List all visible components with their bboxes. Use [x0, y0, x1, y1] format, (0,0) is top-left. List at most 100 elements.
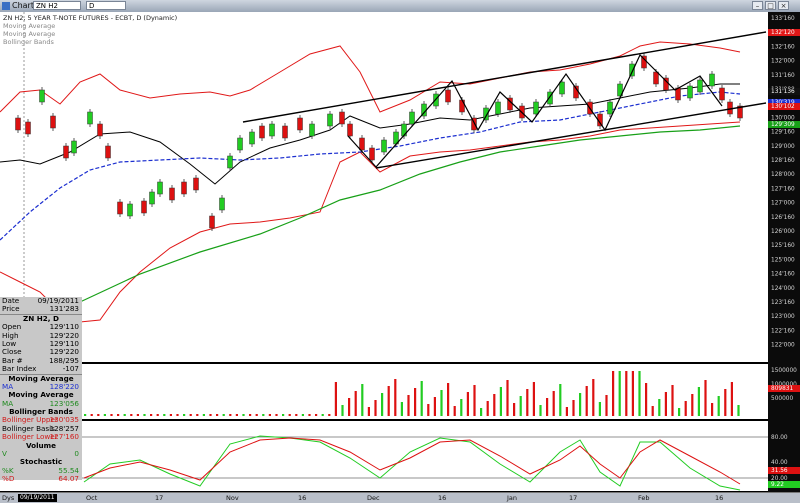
chart-area[interactable]: 133'160133'000132'160132'000131'160131'0… — [0, 12, 800, 492]
price-axis-label: 128'160 — [771, 158, 795, 164]
interval-select[interactable]: D — [86, 1, 126, 10]
volume-bar — [440, 390, 443, 416]
info-symbol-header: ZN H2, D — [0, 314, 82, 324]
volume-bar — [387, 386, 390, 416]
volume-bar — [334, 382, 337, 416]
ma-slow-line — [79, 125, 741, 303]
candle-body — [495, 101, 501, 115]
close-icon[interactable]: × — [778, 1, 789, 10]
candle-body — [559, 81, 565, 95]
volume-bar — [123, 414, 126, 416]
candle-body — [737, 105, 743, 119]
volume-bars — [84, 371, 740, 416]
candle-body — [249, 131, 255, 145]
candle-body — [63, 145, 69, 159]
candle-body — [71, 140, 77, 154]
candles — [15, 53, 743, 231]
volume-bar — [447, 383, 450, 416]
maximize-icon[interactable]: □ — [765, 1, 776, 10]
volume-bar — [651, 406, 654, 416]
volume-bar — [136, 414, 139, 416]
volume-tag-bg — [768, 385, 800, 392]
volume-bar — [678, 408, 681, 416]
price-axis-label: 125'160 — [771, 243, 795, 249]
info-close-row: Close 129'220 — [2, 348, 79, 357]
price-axis-label: 124'000 — [771, 286, 795, 292]
candle-body — [533, 101, 539, 115]
volume-axis-label: 1500000 — [771, 368, 797, 374]
minimize-icon[interactable]: – — [752, 1, 763, 10]
chart-title: ZN H2, 5 YEAR T-NOTE FUTURES - ECBT, D (… — [3, 14, 177, 22]
volume-bar — [275, 414, 278, 416]
candle-body — [127, 203, 133, 217]
candle-body — [409, 111, 415, 125]
wave-zigzag-line — [347, 53, 723, 168]
volume-bar — [605, 395, 608, 416]
legend-bb: Bollinger Bands — [3, 38, 55, 46]
volume-bar — [691, 394, 694, 416]
info-ma2-row: MA 123'056 — [2, 399, 79, 408]
price-axis[interactable] — [768, 12, 800, 492]
data-window: Date 09/19/2011 Price 131'283 ZN H2, D Ope… — [0, 297, 82, 484]
price-tag-bg — [768, 121, 800, 128]
volume-bar — [631, 371, 634, 416]
price-tag-label: 132'120 — [771, 30, 795, 36]
volume-bar — [664, 392, 667, 416]
volume-bar — [407, 395, 410, 416]
volume-bar — [671, 385, 674, 416]
volume-bar — [552, 391, 555, 416]
ma-fast-line — [0, 91, 741, 241]
time-axis[interactable]: Dys 09/19/2011 Oct 17 Nov 16 Dec 16 Jan 17 Feb 16 — [0, 492, 800, 503]
volume-bar — [169, 414, 172, 416]
volume-bar — [579, 393, 582, 416]
symbol-input[interactable]: ZN H2 — [33, 1, 81, 10]
volume-bar — [711, 403, 714, 416]
volume-bar — [480, 408, 483, 416]
date-label: Jan — [507, 494, 518, 502]
price-tag-bg — [768, 88, 800, 95]
bollinger-upper-line — [0, 41, 741, 113]
info-ma1-header: Moving Average — [0, 374, 82, 383]
candle-body — [459, 99, 465, 113]
channel-upper-line — [242, 31, 767, 123]
volume-bar — [625, 371, 628, 416]
trend-channel — [242, 31, 767, 169]
candle-body — [282, 125, 288, 139]
volume-bar — [282, 414, 285, 416]
candle-body — [87, 111, 93, 125]
stoch-tag-bg — [768, 481, 800, 488]
candle-body — [50, 115, 56, 129]
volume-bar — [183, 414, 186, 416]
candle-body — [149, 191, 155, 205]
volume-bar — [420, 381, 423, 416]
info-stoch-header: Stochastic — [0, 458, 82, 467]
legend-ma2: Moving Average — [3, 30, 55, 38]
volume-bar — [156, 414, 159, 416]
candle-body — [209, 215, 215, 229]
price-tag-label: 129'309 — [771, 122, 795, 128]
volume-bar — [381, 393, 384, 416]
candle-body — [15, 117, 21, 131]
volume-bar — [130, 414, 133, 416]
price-axis-label: 129'160 — [771, 130, 795, 136]
info-stoch-k-row: %K 55.54 — [2, 466, 79, 475]
volume-bar — [295, 414, 298, 416]
volume-tag-label: 809831 — [771, 386, 793, 392]
candle-body — [547, 91, 553, 105]
volume-bar — [84, 414, 87, 416]
volume-bar — [235, 414, 238, 416]
price-axis-label: 125'000 — [771, 257, 795, 263]
info-date-row: Date 09/19/2011 — [2, 297, 79, 305]
info-ma1-row: MA 128'220 — [2, 382, 79, 391]
stoch-tag-label: 9.22 — [771, 482, 784, 488]
date-label: Dec — [367, 494, 380, 502]
candle-body — [219, 197, 225, 211]
date-label: Oct — [86, 494, 98, 502]
volume-bar — [222, 414, 225, 416]
info-stoch-d-row: %D 64.07 — [2, 475, 79, 484]
volume-bar — [526, 389, 529, 416]
volume-bar — [394, 379, 397, 416]
time-axis-cursor-date: 09/19/2011 — [18, 494, 57, 502]
volume-bar — [103, 414, 106, 416]
candle-body — [719, 87, 725, 101]
